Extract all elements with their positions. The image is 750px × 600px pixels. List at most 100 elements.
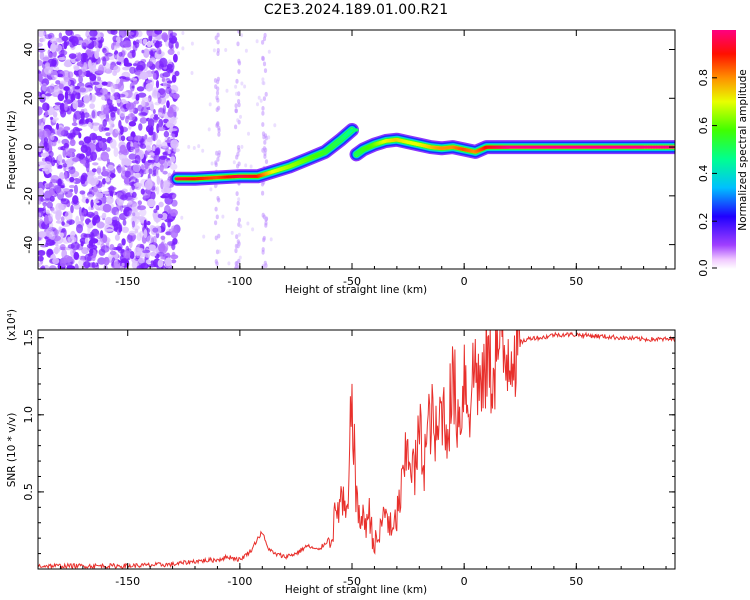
- noise-speckle: [264, 223, 268, 228]
- noise-speckle: [120, 135, 126, 142]
- noise-speckle: [217, 127, 221, 133]
- noise-speckle: [153, 154, 160, 164]
- noise-speckle: [38, 30, 45, 38]
- noise-speckle: [234, 103, 238, 109]
- noise-speckle: [152, 72, 157, 80]
- noise-speckle: [83, 112, 90, 118]
- noise-speckle: [44, 34, 53, 40]
- noise-speckle: [118, 51, 123, 57]
- noise-speckle: [49, 116, 54, 120]
- noise-speckle: [262, 96, 266, 101]
- noise-speckle: [227, 261, 231, 266]
- x-tick-label: -50: [343, 575, 361, 588]
- noise-speckle: [138, 257, 145, 264]
- noise-speckle: [214, 259, 218, 264]
- noise-speckle: [47, 53, 54, 59]
- noise-speckle: [96, 221, 105, 229]
- noise-speckle: [56, 122, 59, 130]
- noise-speckle: [92, 185, 98, 193]
- noise-speckle: [236, 200, 240, 206]
- noise-speckle: [103, 256, 110, 266]
- noise-speckle: [235, 191, 239, 197]
- noise-speckle: [63, 143, 70, 149]
- noise-speckle: [264, 159, 269, 165]
- noise-speckle: [145, 259, 151, 264]
- noise-speckle: [113, 261, 121, 269]
- noise-speckle: [172, 93, 180, 99]
- noise-speckle: [122, 219, 127, 226]
- noise-speckle: [92, 81, 100, 85]
- noise-speckle: [113, 147, 119, 158]
- noise-speckle: [171, 199, 178, 207]
- noise-speckle: [168, 106, 174, 114]
- noise-speckle: [134, 172, 142, 178]
- noise-speckle: [54, 44, 63, 52]
- noise-speckle: [62, 163, 68, 168]
- noise-speckle: [63, 61, 72, 68]
- noise-speckle: [169, 209, 178, 217]
- noise-speckle: [159, 155, 168, 160]
- noise-speckle: [70, 31, 74, 37]
- noise-speckle: [256, 102, 259, 107]
- colorbar-tick-label: 0.8: [697, 69, 710, 87]
- noise-speckle: [140, 188, 145, 195]
- noise-speckle: [239, 114, 242, 119]
- noise-speckle: [160, 235, 166, 240]
- noise-speckle: [106, 195, 114, 205]
- noise-speckle: [63, 126, 71, 131]
- noise-speckle: [100, 151, 109, 162]
- noise-speckle: [91, 254, 96, 262]
- noise-speckle: [157, 259, 164, 268]
- noise-speckle: [52, 118, 57, 123]
- noise-speckle: [78, 75, 83, 83]
- noise-speckle: [217, 150, 221, 156]
- noise-speckle: [73, 251, 80, 260]
- noise-speckle: [58, 203, 67, 209]
- noise-speckle: [57, 164, 63, 169]
- snr-x-axis-label: Height of straight line (km): [285, 584, 427, 596]
- x-tick-label: -150: [115, 575, 140, 588]
- noise-speckle: [140, 138, 145, 143]
- noise-speckle: [159, 73, 165, 78]
- noise-speckle: [76, 62, 83, 67]
- colorbar-tick-label: 0.0: [697, 259, 710, 277]
- noise-speckle: [83, 209, 87, 215]
- noise-speckle: [239, 224, 243, 229]
- noise-speckle: [138, 123, 143, 131]
- noise-speckle: [173, 148, 180, 153]
- noise-speckle: [41, 168, 49, 172]
- noise-speckle: [67, 153, 75, 157]
- noise-speckle: [125, 197, 135, 202]
- noise-speckle: [157, 96, 162, 104]
- noise-speckle: [128, 146, 136, 150]
- noise-speckle: [54, 229, 59, 236]
- snr-plot-area: [38, 330, 675, 569]
- noise-speckle: [148, 129, 154, 136]
- noise-speckle: [158, 243, 166, 253]
- noise-speckle: [99, 230, 104, 239]
- noise-speckle: [237, 243, 241, 248]
- noise-speckle: [154, 114, 158, 118]
- noise-speckle: [38, 42, 43, 47]
- noise-speckle: [167, 48, 175, 56]
- noise-speckle: [236, 151, 240, 157]
- noise-speckle: [104, 228, 114, 232]
- noise-speckle: [66, 265, 75, 269]
- noise-speckle: [237, 232, 241, 237]
- noise-speckle: [136, 182, 140, 186]
- noise-speckle: [121, 262, 125, 267]
- noise-speckle: [152, 227, 159, 233]
- noise-speckle: [94, 92, 103, 96]
- noise-speckle: [166, 121, 171, 129]
- noise-speckle: [232, 160, 236, 165]
- noise-speckle: [96, 167, 102, 174]
- noise-speckle: [237, 69, 241, 74]
- noise-speckle: [118, 119, 122, 129]
- noise-speckle: [257, 95, 261, 100]
- noise-speckle: [133, 100, 139, 105]
- noise-speckle: [70, 170, 80, 178]
- noise-speckle: [170, 128, 178, 132]
- noise-speckle: [181, 46, 185, 51]
- noise-speckle: [269, 237, 273, 242]
- noise-speckle: [201, 148, 205, 153]
